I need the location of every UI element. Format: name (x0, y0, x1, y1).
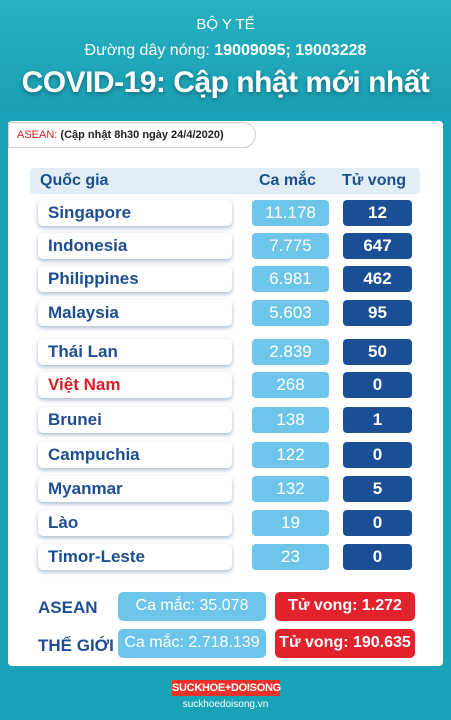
header-country: Quốc gia (40, 172, 109, 189)
country-name: Lào (38, 510, 232, 536)
header-deaths: Tử vong (342, 172, 407, 189)
update-region: ASEAN: (17, 129, 58, 141)
table-row: Philippines 6.981 462 (0, 266, 451, 292)
cases-value: 5.603 (252, 300, 329, 326)
deaths-value: 95 (343, 300, 412, 326)
world-deaths-total: Tử vong: 190.635 (275, 629, 415, 658)
hotline-label: Đường dây nóng: (84, 42, 215, 59)
page-title: COVID-19: Cập nhật mới nhất (21, 66, 430, 99)
deaths-value: 0 (343, 442, 412, 468)
cases-value: 7.775 (252, 233, 329, 259)
table-row: Singapore 11.178 12 (0, 200, 451, 226)
cases-value: 122 (252, 442, 329, 468)
table-row: Myanmar 132 5 (0, 476, 451, 502)
deaths-value: 12 (343, 200, 412, 226)
deaths-value: 0 (343, 510, 412, 536)
table-row: Campuchia 122 0 (0, 442, 451, 468)
table-row: Thái Lan 2.839 50 (0, 339, 451, 365)
cases-value: 19 (252, 510, 329, 536)
table-row: Timor-Leste 23 0 (0, 544, 451, 570)
asean-deaths-total: Tử vong: 1.272 (275, 592, 415, 621)
header-cases: Ca mắc (259, 172, 316, 189)
country-name: Brunei (38, 407, 232, 433)
table-row: Việt Nam 268 0 (0, 372, 451, 398)
asean-summary-label: ASEAN (38, 598, 98, 617)
country-name: Việt Nam (38, 372, 232, 398)
deaths-value: 647 (343, 233, 412, 259)
cases-value: 23 (252, 544, 329, 570)
country-name: Campuchia (38, 442, 232, 468)
cases-value: 268 (252, 372, 329, 398)
deaths-value: 5 (343, 476, 412, 502)
table-header: Quốc gia Ca mắc Tử vong (30, 168, 420, 194)
country-name: Timor-Leste (38, 544, 232, 570)
asean-cases-total: Ca mắc: 35.078 (118, 592, 266, 621)
country-name: Myanmar (38, 476, 232, 502)
table-row: Brunei 138 1 (0, 407, 451, 433)
cases-value: 132 (252, 476, 329, 502)
deaths-value: 0 (343, 372, 412, 398)
table-row: Lào 19 0 (0, 510, 451, 536)
cases-value: 11.178 (252, 200, 329, 226)
table-row: Indonesia 7.775 647 (0, 233, 451, 259)
country-name: Singapore (38, 200, 232, 226)
cases-value: 2.839 (252, 339, 329, 365)
deaths-value: 462 (343, 266, 412, 292)
deaths-value: 0 (343, 544, 412, 570)
org-name: BỘ Y TẾ (196, 16, 255, 33)
update-text: (Cập nhật 8h30 ngày 24/4/2020) (60, 129, 224, 141)
deaths-value: 50 (343, 339, 412, 365)
cases-value: 6.981 (252, 266, 329, 292)
world-summary-label: THẾ GIỚI (38, 636, 114, 655)
update-banner: ASEAN: (Cập nhật 8h30 ngày 24/4/2020) (8, 122, 256, 148)
cases-value: 138 (252, 407, 329, 433)
hotline-numbers: 19009095; 19003228 (214, 42, 367, 59)
world-cases-total: Ca mắc: 2.718.139 (118, 629, 266, 658)
brand-logo: SUCKHOE+DOISONG (172, 680, 281, 696)
country-name: Thái Lan (38, 339, 232, 365)
country-name: Philippines (38, 266, 232, 292)
table-row: Malaysia 5.603 95 (0, 300, 451, 326)
header: BỘ Y TẾ Đường dây nóng: 19009095; 190032… (0, 0, 451, 110)
country-name: Malaysia (38, 300, 232, 326)
country-name: Indonesia (38, 233, 232, 259)
footer-url[interactable]: suckhoedoisong.vn (182, 699, 269, 710)
deaths-value: 1 (343, 407, 412, 433)
hotline: Đường dây nóng: 19009095; 19003228 (0, 42, 451, 60)
